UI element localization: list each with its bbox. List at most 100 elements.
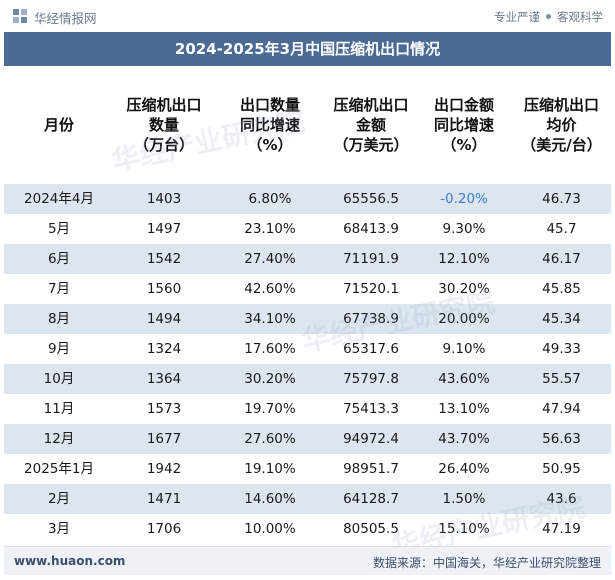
cell-avg-price: 46.73 <box>542 191 581 207</box>
column-header-quantity-growth: 出口数量 同比增速 （%） <box>239 96 300 154</box>
cell-quantity: 1497 <box>146 221 182 237</box>
cell-month: 11月 <box>43 401 75 417</box>
cell-amount-growth: 1.50% <box>442 491 486 507</box>
cell-amount: 98951.7 <box>343 461 399 477</box>
cell-avg-price: 50.95 <box>542 461 581 477</box>
footer: www.huaon.com 数据来源：中国海关，华经产业研究院整理 <box>4 546 611 575</box>
tagline-left: 专业严谨 <box>494 10 540 24</box>
cell-month: 9月 <box>47 341 71 357</box>
huajing-logo-icon <box>13 9 27 23</box>
cell-month: 7月 <box>47 281 71 297</box>
column-header-amount: 压缩机出口 金额 （万美元） <box>333 96 409 154</box>
table-row: 3月 1706 10.00% 80505.5 15.10% 47.19 <box>4 514 611 544</box>
cell-month: 10月 <box>43 371 75 387</box>
cell-avg-price: 47.94 <box>542 401 581 417</box>
cell-avg-price: 47.19 <box>542 521 581 537</box>
cell-avg-price: 45.7 <box>546 221 577 237</box>
cell-quantity-growth: 27.60% <box>244 431 296 447</box>
table-row: 7月 1560 42.60% 71520.1 30.20% 45.85 <box>4 274 611 304</box>
cell-quantity: 1471 <box>146 491 182 507</box>
tagline-right: 客观科学 <box>557 10 603 24</box>
tagline: 专业严谨 客观科学 <box>494 9 603 25</box>
table-row: 8月 1494 34.10% 67738.9 20.00% 45.34 <box>4 304 611 334</box>
table-row: 6月 1542 27.40% 71191.9 12.10% 46.17 <box>4 244 611 274</box>
table-row: 2月 1471 14.60% 64128.7 1.50% 43.6 <box>4 484 611 514</box>
table-row: 11月 1573 19.70% 75413.3 13.10% 47.94 <box>4 394 611 424</box>
cell-quantity: 1364 <box>146 371 182 387</box>
cell-amount: 64128.7 <box>343 491 399 507</box>
table-header-row: 月份 压缩机出口 数量 （万台） 出口数量 同比增速 （%） 压缩机出口 金额 … <box>4 66 611 184</box>
cell-amount: 75797.8 <box>343 371 399 387</box>
cell-amount-growth: 15.10% <box>438 521 490 537</box>
cell-amount-growth: 9.10% <box>442 341 486 357</box>
cell-month: 12月 <box>43 431 75 447</box>
cell-amount-growth: 30.20% <box>438 281 490 297</box>
cell-avg-price: 56.63 <box>542 431 581 447</box>
cell-month: 6月 <box>47 251 71 267</box>
cell-quantity-growth: 17.60% <box>244 341 296 357</box>
table-row: 9月 1324 17.60% 65317.6 9.10% 49.33 <box>4 334 611 364</box>
column-header-month: 月份 <box>43 116 74 134</box>
cell-avg-price: 45.85 <box>542 281 581 297</box>
top-bar: 华经情报网 专业严谨 客观科学 <box>0 0 615 32</box>
footer-url: www.huaon.com <box>14 554 126 568</box>
cell-month: 2024年4月 <box>24 191 94 207</box>
cell-avg-price: 49.33 <box>542 341 581 357</box>
cell-quantity: 1494 <box>146 311 182 327</box>
cell-amount-growth: 43.60% <box>438 371 490 387</box>
cell-month: 5月 <box>47 221 71 237</box>
separator-dot-icon <box>546 14 551 19</box>
cell-avg-price: 45.34 <box>542 311 581 327</box>
cell-quantity: 1942 <box>146 461 182 477</box>
cell-month: 2月 <box>47 491 71 507</box>
cell-quantity-growth: 27.40% <box>244 251 296 267</box>
cell-amount: 71191.9 <box>343 251 399 267</box>
cell-amount-growth: 20.00% <box>438 311 490 327</box>
cell-quantity: 1677 <box>146 431 182 447</box>
cell-quantity: 1542 <box>146 251 182 267</box>
cell-amount-growth: 43.70% <box>438 431 490 447</box>
table-row: 2024年4月 1403 6.80% 65556.5 -0.20% 46.73 <box>4 184 611 214</box>
cell-quantity: 1403 <box>146 191 182 207</box>
cell-amount: 75413.3 <box>343 401 399 417</box>
cell-quantity: 1560 <box>146 281 182 297</box>
cell-month: 2025年1月 <box>24 461 94 477</box>
table-body: 2024年4月 1403 6.80% 65556.5 -0.20% 46.73 5月 1497… <box>4 184 611 544</box>
cell-quantity-growth: 30.20% <box>244 371 296 387</box>
cell-quantity-growth: 6.80% <box>248 191 292 207</box>
cell-month: 8月 <box>47 311 71 327</box>
cell-amount-growth: 26.40% <box>438 461 490 477</box>
cell-amount: 71520.1 <box>343 281 399 297</box>
cell-amount-growth: 9.30% <box>442 221 486 237</box>
cell-avg-price: 55.57 <box>542 371 581 387</box>
cell-amount: 94972.4 <box>343 431 399 447</box>
table-row: 2025年1月 1942 19.10% 98951.7 26.40% 50.95 <box>4 454 611 484</box>
column-header-quantity: 压缩机出口 数量 （万台） <box>126 96 202 154</box>
table-row: 10月 1364 30.20% 75797.8 43.60% 55.57 <box>4 364 611 394</box>
table-title: 2024-2025年3月中国压缩机出口情况 <box>4 32 611 66</box>
cell-quantity-growth: 42.60% <box>244 281 296 297</box>
cell-amount-growth: 13.10% <box>438 401 490 417</box>
cell-amount: 65556.5 <box>343 191 399 207</box>
cell-quantity-growth: 19.10% <box>244 461 296 477</box>
cell-quantity-growth: 23.10% <box>244 221 296 237</box>
column-header-avg-price: 压缩机出口 均价 （美元/台） <box>521 96 602 154</box>
cell-quantity: 1706 <box>146 521 182 537</box>
cell-quantity-growth: 14.60% <box>244 491 296 507</box>
cell-quantity-growth: 19.70% <box>244 401 296 417</box>
cell-amount: 67738.9 <box>343 311 399 327</box>
table-row: 12月 1677 27.60% 94972.4 43.70% 56.63 <box>4 424 611 454</box>
site-name: 华经情报网 <box>34 11 97 26</box>
cell-quantity-growth: 10.00% <box>244 521 296 537</box>
cell-amount: 80505.5 <box>343 521 399 537</box>
cell-avg-price: 46.17 <box>542 251 581 267</box>
cell-amount-growth: 12.10% <box>438 251 490 267</box>
column-header-amount-growth: 出口金额 同比增速 （%） <box>433 96 494 154</box>
table-row: 5月 1497 23.10% 68413.9 9.30% 45.7 <box>4 214 611 244</box>
cell-amount-growth: -0.20% <box>440 191 488 207</box>
cell-amount: 68413.9 <box>343 221 399 237</box>
cell-month: 3月 <box>47 521 71 537</box>
cell-avg-price: 43.6 <box>546 491 577 507</box>
footer-source: 数据来源：中国海关，华经产业研究院整理 <box>372 556 601 570</box>
cell-quantity: 1324 <box>146 341 182 357</box>
